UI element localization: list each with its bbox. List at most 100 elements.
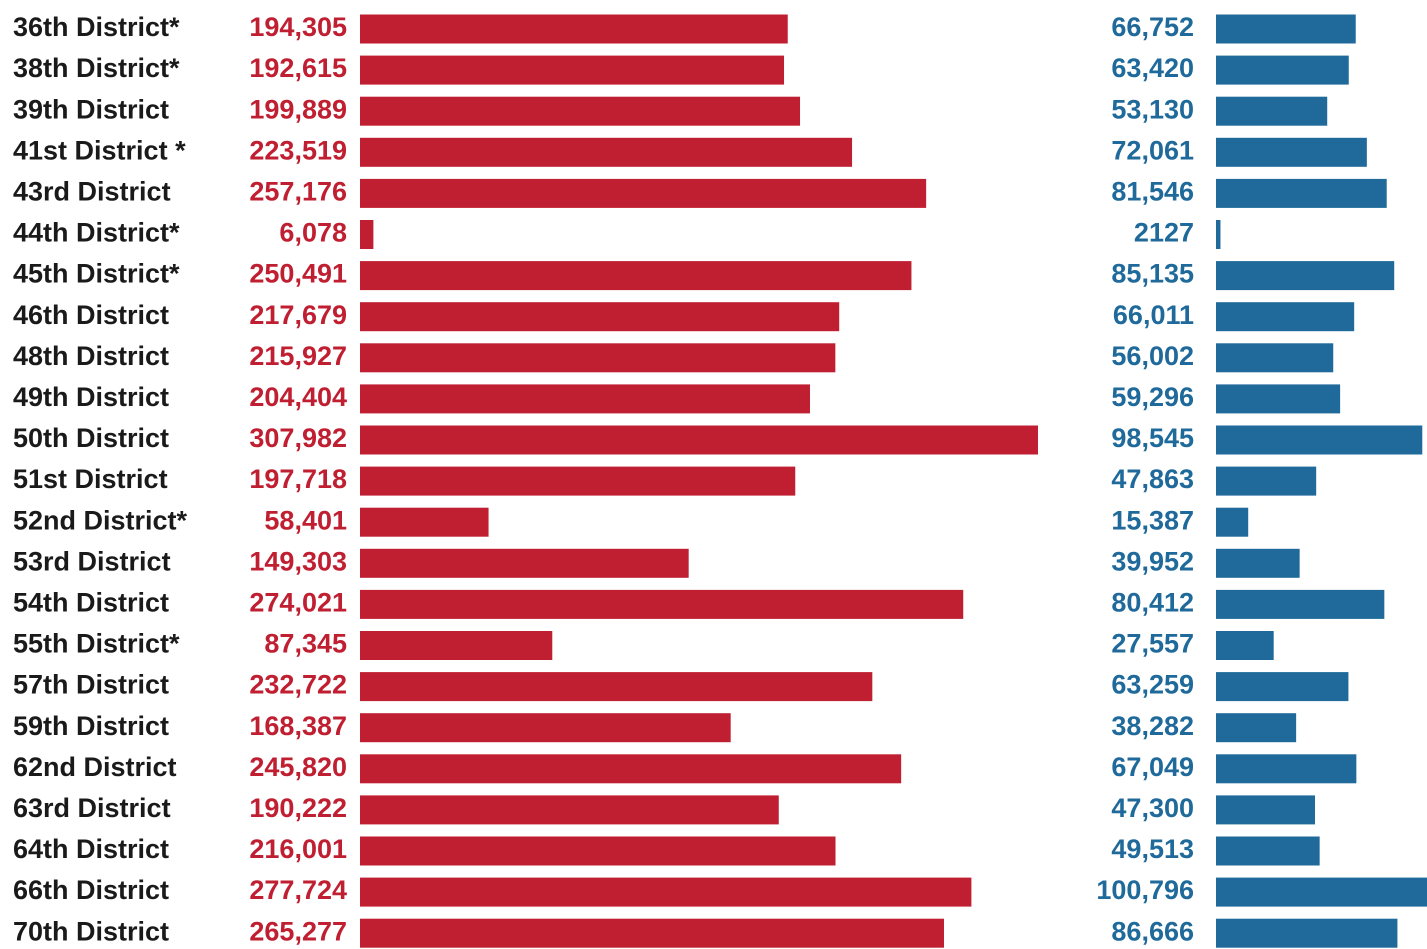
value-label: 53,130 — [1111, 94, 1194, 124]
bar — [360, 631, 553, 660]
bar — [1216, 384, 1341, 414]
bar — [1216, 425, 1423, 455]
category-label: 48th District — [13, 341, 169, 371]
value-label: 47,300 — [1111, 793, 1194, 823]
category-label: 59th District — [13, 711, 169, 741]
category-label: 38th District* — [13, 53, 180, 83]
category-label: 70th District — [13, 916, 169, 946]
bar — [1216, 261, 1395, 291]
bar — [360, 713, 731, 743]
value-label: 2127 — [1134, 218, 1194, 248]
value-label: 277,724 — [249, 875, 347, 905]
bar — [360, 137, 853, 167]
value-label: 47,863 — [1111, 464, 1194, 494]
bar — [1216, 795, 1316, 825]
category-label: 53rd District — [13, 546, 171, 576]
bar — [1216, 631, 1274, 660]
bar — [360, 507, 489, 537]
bar — [360, 384, 810, 414]
value-label: 81,546 — [1111, 177, 1194, 207]
bar — [360, 754, 902, 784]
value-label: 149,303 — [249, 546, 347, 576]
bar — [360, 672, 873, 702]
bar — [1216, 672, 1349, 702]
value-label: 56,002 — [1111, 341, 1194, 371]
bar — [1216, 343, 1334, 373]
value-label: 192,615 — [249, 53, 347, 83]
value-label: 100,796 — [1096, 875, 1194, 905]
value-label: 257,176 — [249, 177, 347, 207]
bar — [1216, 836, 1320, 866]
bar — [360, 220, 374, 249]
category-label: 54th District — [13, 588, 169, 618]
bar — [1216, 754, 1357, 784]
value-label: 190,222 — [249, 793, 347, 823]
category-label: 43rd District — [13, 177, 171, 207]
value-label: 223,519 — [249, 135, 347, 165]
value-label: 307,982 — [249, 423, 347, 453]
category-label: 49th District — [13, 382, 169, 412]
value-label: 27,557 — [1111, 629, 1194, 659]
bar — [1216, 918, 1398, 948]
category-label: 41st District * — [13, 135, 186, 165]
value-label: 168,387 — [249, 711, 347, 741]
category-label: 62nd District — [13, 752, 177, 782]
value-label: 86,666 — [1111, 916, 1194, 946]
value-label: 66,011 — [1113, 300, 1194, 330]
bar — [360, 589, 964, 619]
category-label: 55th District* — [13, 629, 180, 659]
bar — [1216, 302, 1355, 332]
bar — [1216, 589, 1385, 619]
value-label: 49,513 — [1111, 834, 1194, 864]
value-label: 63,259 — [1111, 670, 1194, 700]
bar — [360, 55, 785, 85]
value-label: 87,345 — [264, 629, 347, 659]
value-label: 216,001 — [249, 834, 347, 864]
bar — [360, 14, 788, 44]
category-label: 52nd District* — [13, 505, 188, 535]
value-label: 217,679 — [249, 300, 347, 330]
value-label: 199,889 — [249, 94, 347, 124]
bar — [360, 548, 689, 578]
category-label: 39th District — [13, 94, 169, 124]
category-label: 36th District* — [13, 12, 180, 42]
value-label: 265,277 — [249, 916, 347, 946]
value-label: 197,718 — [249, 464, 347, 494]
bar — [360, 425, 1038, 455]
value-label: 204,404 — [249, 382, 347, 412]
category-label: 46th District — [13, 300, 169, 330]
value-label: 67,049 — [1111, 752, 1194, 782]
value-label: 72,061 — [1111, 135, 1194, 165]
bar — [360, 795, 779, 825]
value-label: 80,412 — [1111, 588, 1194, 618]
value-label: 85,135 — [1111, 259, 1194, 289]
value-label: 232,722 — [249, 670, 347, 700]
bar — [360, 261, 912, 291]
value-label: 194,305 — [249, 12, 347, 42]
bar — [1216, 178, 1387, 208]
value-label: 38,282 — [1111, 711, 1194, 741]
bar — [360, 466, 796, 496]
bar — [1216, 466, 1317, 496]
value-label: 15,387 — [1111, 505, 1194, 535]
bar — [1216, 877, 1427, 907]
bar — [360, 178, 927, 208]
bar — [1216, 14, 1356, 44]
category-label: 57th District — [13, 670, 169, 700]
category-label: 45th District* — [13, 259, 180, 289]
category-label: 66th District — [13, 875, 169, 905]
bar — [360, 302, 840, 332]
value-label: 63,420 — [1111, 53, 1194, 83]
bar — [360, 918, 944, 948]
bar — [360, 343, 836, 373]
bar — [1216, 220, 1221, 249]
category-label: 51st District — [13, 464, 168, 494]
category-label: 64th District — [13, 834, 169, 864]
value-label: 245,820 — [249, 752, 347, 782]
category-label: 44th District* — [13, 218, 180, 248]
bar — [360, 836, 836, 866]
value-label: 98,545 — [1111, 423, 1194, 453]
value-label: 274,021 — [249, 588, 347, 618]
